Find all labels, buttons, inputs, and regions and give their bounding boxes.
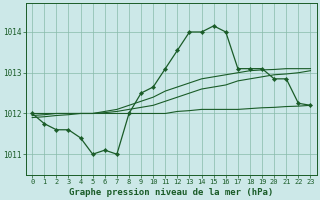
X-axis label: Graphe pression niveau de la mer (hPa): Graphe pression niveau de la mer (hPa) (69, 188, 274, 197)
